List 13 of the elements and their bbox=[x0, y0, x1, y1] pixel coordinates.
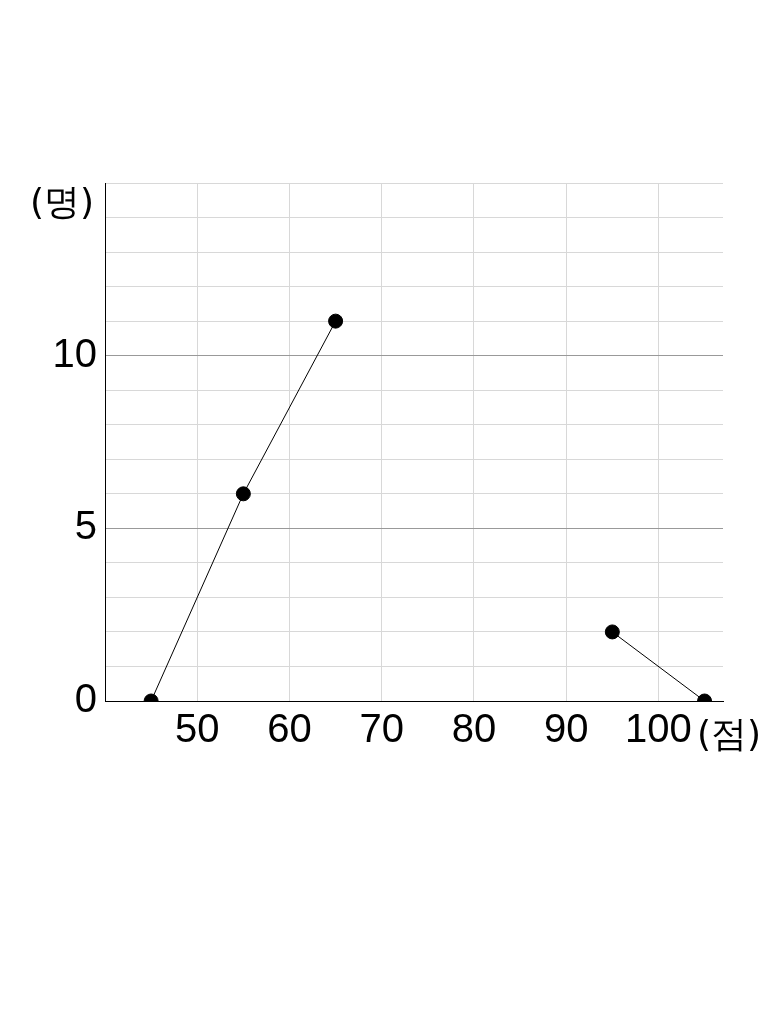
x-tick-label: 50 bbox=[174, 706, 220, 751]
x-tick-label: 100 bbox=[625, 706, 692, 751]
y-tick-label: 10 bbox=[52, 330, 97, 375]
x-tick-label: 80 bbox=[451, 706, 497, 751]
y-tick-label: 0 bbox=[74, 676, 97, 721]
point bbox=[328, 313, 344, 329]
point bbox=[235, 486, 251, 502]
x-tick-label: 60 bbox=[267, 706, 312, 751]
y-tick-label: 5 bbox=[74, 503, 97, 548]
y-axis-title: (명) bbox=[29, 181, 95, 223]
x-axis-title: (점) bbox=[697, 713, 762, 755]
x-tick-label: 90 bbox=[543, 706, 589, 751]
x-tick-label: 70 bbox=[359, 706, 404, 751]
